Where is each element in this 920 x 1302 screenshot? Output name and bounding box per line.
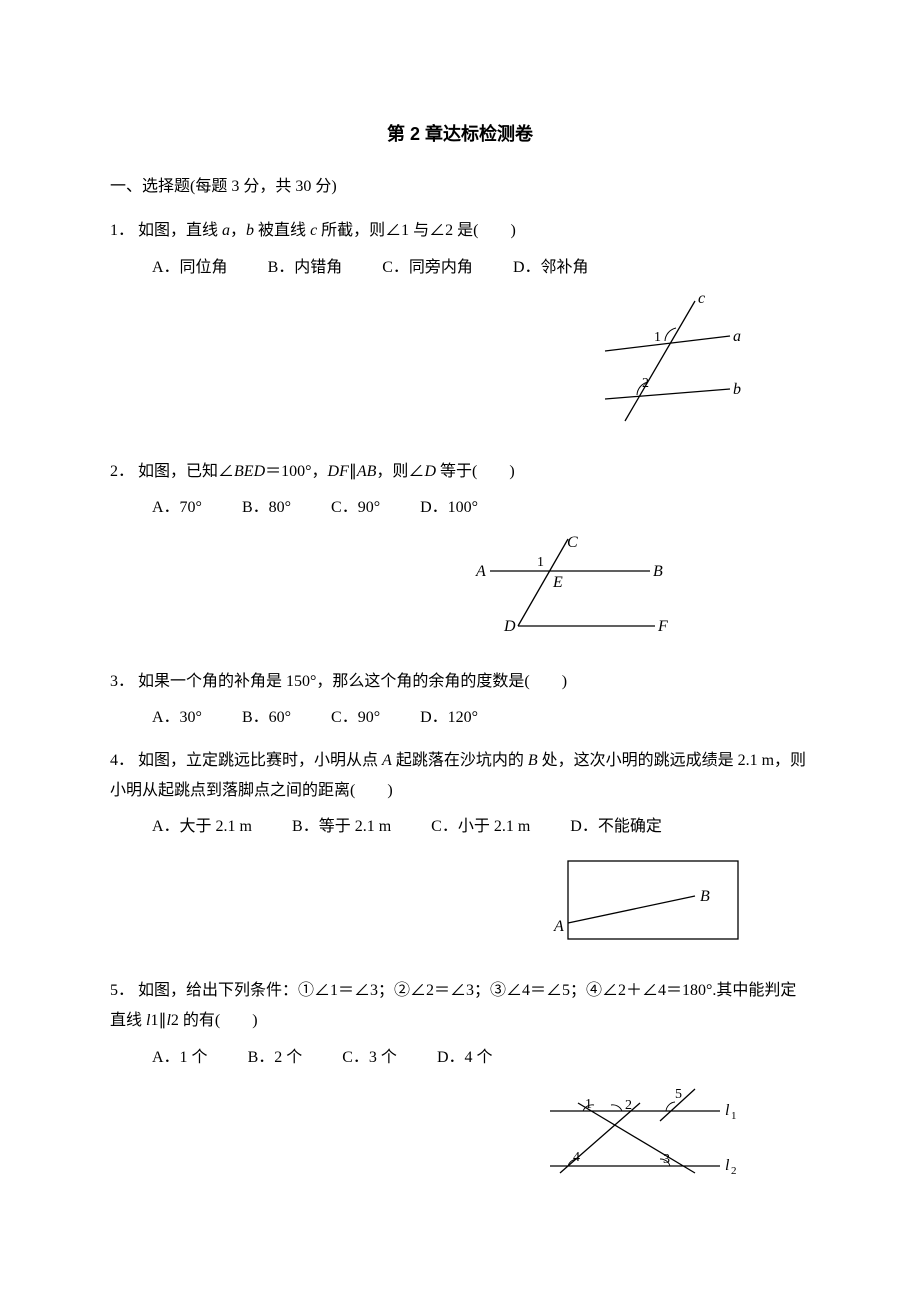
- svg-text:l: l: [725, 1157, 730, 1174]
- svg-text:4: 4: [573, 1150, 580, 1165]
- question-number: 3．: [110, 673, 134, 690]
- option-b: B．等于 2.1 m: [292, 812, 391, 842]
- question-text: 如图，直线 a，b 被直线 c 所截，则∠1 与∠2 是( ): [138, 222, 516, 239]
- svg-text:1: 1: [654, 330, 661, 345]
- svg-text:3: 3: [663, 1152, 670, 1167]
- option-d: D．邻补角: [513, 253, 589, 283]
- svg-text:A: A: [553, 918, 564, 935]
- svg-text:B: B: [700, 888, 710, 905]
- option-d: D．100°: [420, 493, 478, 523]
- question-text: 如果一个角的补角是 150°，那么这个角的余角的度数是( ): [138, 673, 567, 690]
- question-number: 2．: [110, 463, 134, 480]
- option-d: D．4 个: [437, 1043, 493, 1073]
- svg-text:a: a: [733, 328, 741, 345]
- svg-text:E: E: [552, 574, 563, 591]
- svg-text:2: 2: [625, 1098, 632, 1113]
- option-c: C．90°: [331, 493, 380, 523]
- svg-text:F: F: [657, 618, 668, 635]
- figure-q4: A B: [110, 851, 810, 962]
- svg-text:1: 1: [585, 1097, 592, 1112]
- option-c: C．同旁内角: [382, 253, 473, 283]
- svg-text:b: b: [733, 381, 741, 398]
- question-5: 5． 如图，给出下列条件：①∠1＝∠3；②∠2＝∠3；③∠4＝∠5；④∠2＋∠4…: [110, 976, 810, 1193]
- figure-q1: c a b 1 2: [110, 291, 810, 442]
- options: A．30° B．60° C．90° D．120°: [110, 703, 810, 733]
- question-3: 3． 如果一个角的补角是 150°，那么这个角的余角的度数是( ) A．30° …: [110, 667, 810, 734]
- page-title: 第 2 章达标检测卷: [110, 120, 810, 146]
- svg-text:D: D: [503, 618, 516, 635]
- option-d: D．不能确定: [570, 812, 662, 842]
- figure-q5: 1 2 5 4 3 l 1 l 2: [110, 1081, 810, 1192]
- svg-text:2: 2: [731, 1165, 737, 1177]
- question-text: 如图，已知∠BED＝100°，DF∥AB，则∠D 等于( ): [138, 463, 515, 480]
- options: A．大于 2.1 m B．等于 2.1 m C．小于 2.1 m D．不能确定: [110, 812, 810, 842]
- section-header: 一、选择题(每题 3 分，共 30 分): [110, 172, 810, 202]
- figure-q2: A B C D E F 1: [110, 531, 810, 652]
- svg-text:B: B: [653, 563, 663, 580]
- question-2: 2． 如图，已知∠BED＝100°，DF∥AB，则∠D 等于( ) A．70° …: [110, 457, 810, 653]
- question-1: 1． 如图，直线 a，b 被直线 c 所截，则∠1 与∠2 是( ) A．同位角…: [110, 216, 810, 442]
- option-a: A．同位角: [152, 253, 228, 283]
- option-b: B．80°: [242, 493, 291, 523]
- question-number: 4．: [110, 752, 134, 769]
- options: A．1 个 B．2 个 C．3 个 D．4 个: [110, 1043, 810, 1073]
- svg-text:C: C: [567, 534, 578, 551]
- svg-text:1: 1: [537, 555, 544, 570]
- svg-text:l: l: [725, 1102, 730, 1119]
- page-content: 第 2 章达标检测卷 一、选择题(每题 3 分，共 30 分) 1． 如图，直线…: [0, 0, 920, 1287]
- question-number: 5．: [110, 982, 134, 999]
- option-a: A．30°: [152, 703, 202, 733]
- question-4: 4． 如图，立定跳远比赛时，小明从点 A 起跳落在沙坑内的 B 处，这次小明的跳…: [110, 746, 810, 963]
- option-a: A．70°: [152, 493, 202, 523]
- option-d: D．120°: [420, 703, 478, 733]
- option-a: A．1 个: [152, 1043, 208, 1073]
- option-c: C．90°: [331, 703, 380, 733]
- question-text: 如图，给出下列条件：①∠1＝∠3；②∠2＝∠3；③∠4＝∠5；④∠2＋∠4＝18…: [110, 982, 796, 1029]
- option-b: B．内错角: [268, 253, 343, 283]
- svg-text:c: c: [698, 291, 705, 307]
- option-a: A．大于 2.1 m: [152, 812, 252, 842]
- svg-text:1: 1: [731, 1110, 737, 1122]
- option-c: C．小于 2.1 m: [431, 812, 530, 842]
- svg-text:2: 2: [642, 376, 649, 391]
- option-b: B．60°: [242, 703, 291, 733]
- svg-text:5: 5: [675, 1087, 682, 1102]
- option-c: C．3 个: [342, 1043, 397, 1073]
- svg-text:A: A: [475, 563, 486, 580]
- question-text: 如图，立定跳远比赛时，小明从点 A 起跳落在沙坑内的 B 处，这次小明的跳远成绩…: [110, 752, 806, 799]
- question-number: 1．: [110, 222, 134, 239]
- option-b: B．2 个: [248, 1043, 303, 1073]
- options: A．同位角 B．内错角 C．同旁内角 D．邻补角: [110, 253, 810, 283]
- options: A．70° B．80° C．90° D．100°: [110, 493, 810, 523]
